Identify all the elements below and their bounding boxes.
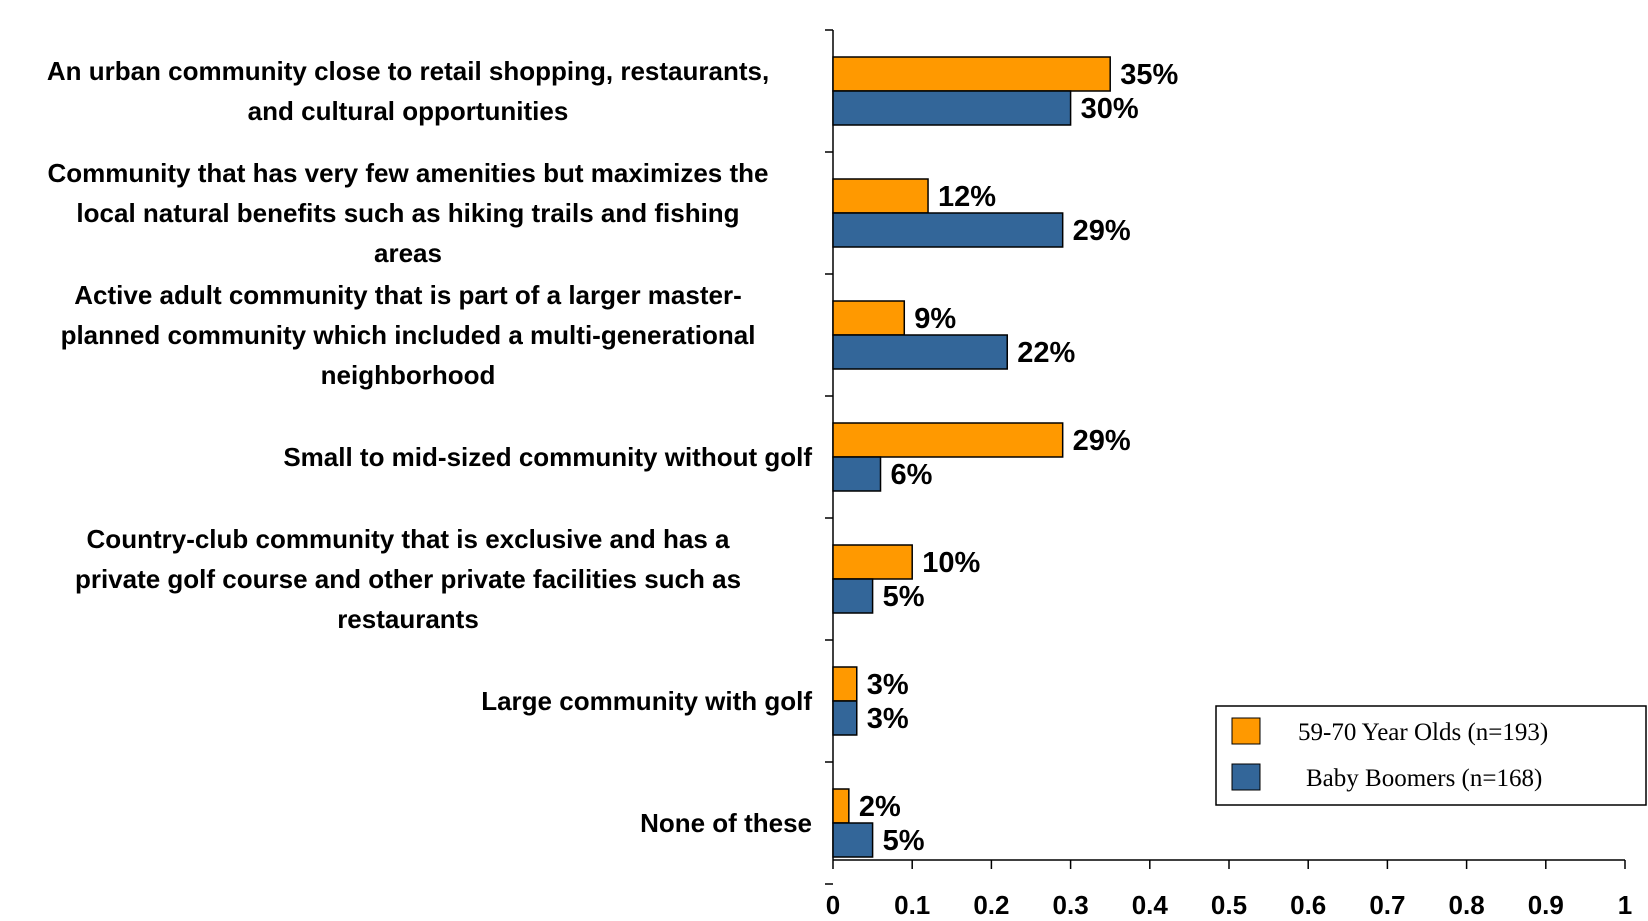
category-labels: An urban community close to retail shopp… xyxy=(47,56,813,838)
x-tick-label: 1 xyxy=(1618,890,1632,920)
bar-series-1 xyxy=(832,56,1111,92)
x-tick-label: 0.1 xyxy=(894,890,930,920)
bar-value-label: 35% xyxy=(1120,59,1178,91)
bar-series-2 xyxy=(832,822,874,858)
value-labels: 35%30%12%29%9%22%29%6%10%5%3%3%2%5% xyxy=(859,59,1179,857)
bar-series-1 xyxy=(832,788,850,824)
x-tick-label: 0.7 xyxy=(1369,890,1405,920)
bar-value-label: 9% xyxy=(914,303,956,335)
x-tick-label: 0.5 xyxy=(1211,890,1247,920)
x-tick-label: 0.6 xyxy=(1290,890,1326,920)
bar-series-1 xyxy=(832,178,929,214)
bar-value-label: 5% xyxy=(883,581,925,613)
bar-value-label: 29% xyxy=(1073,215,1131,247)
legend-swatch-series-2 xyxy=(1231,763,1261,791)
category-label: Community that has very few amenities bu… xyxy=(48,158,769,268)
bar-series-1 xyxy=(832,300,906,336)
bar-series-2 xyxy=(832,578,874,614)
bar-series-2 xyxy=(832,456,882,492)
legend-swatch-series-1 xyxy=(1231,717,1261,745)
bar-value-label: 10% xyxy=(922,547,980,579)
bar-series-2 xyxy=(832,212,1064,248)
bar-series-2 xyxy=(832,334,1008,370)
x-tick-label: 0.9 xyxy=(1528,890,1564,920)
x-tick-label: 0 xyxy=(826,890,840,920)
bar-value-label: 2% xyxy=(859,791,901,823)
bar-value-label: 30% xyxy=(1081,93,1139,125)
legend-label-series-2: Baby Boomers (n=168) xyxy=(1306,765,1542,792)
category-label: Large community with golf xyxy=(481,686,812,716)
bar-series-1 xyxy=(832,544,913,580)
bar-value-label: 22% xyxy=(1017,337,1075,369)
bar-value-label: 3% xyxy=(867,669,909,701)
bar-value-label: 12% xyxy=(938,181,996,213)
category-label: An urban community close to retail shopp… xyxy=(47,56,769,126)
bar-series-2 xyxy=(832,90,1072,126)
category-label: None of these xyxy=(640,808,812,838)
x-tick-label: 0.2 xyxy=(973,890,1009,920)
x-tick-label: 0.3 xyxy=(1053,890,1089,920)
category-label: Country-club community that is exclusive… xyxy=(75,524,741,634)
bar-series-1 xyxy=(832,422,1064,458)
legend-label-series-1: 59-70 Year Olds (n=193) xyxy=(1298,719,1548,746)
axes: 0 0.1 0.2 0.3 0.4 0.5 0.6 0.7 0.8 0.9 1 xyxy=(825,29,1632,920)
bar-series-1 xyxy=(832,666,858,702)
x-tick-label: 0.4 xyxy=(1132,890,1169,920)
category-label: Small to mid-sized community without gol… xyxy=(283,442,812,472)
bar-value-label: 29% xyxy=(1073,425,1131,457)
bar-series-2 xyxy=(832,700,858,736)
bar-value-label: 6% xyxy=(891,459,933,491)
bar-value-label: 3% xyxy=(867,703,909,735)
x-tick-label: 0.8 xyxy=(1449,890,1485,920)
legend-box xyxy=(1215,705,1647,806)
bar-value-label: 5% xyxy=(883,825,925,857)
category-label: Active adult community that is part of a… xyxy=(61,280,756,390)
bars xyxy=(832,56,1111,858)
legend: 59-70 Year Olds (n=193) Baby Boomers (n=… xyxy=(1215,705,1647,806)
